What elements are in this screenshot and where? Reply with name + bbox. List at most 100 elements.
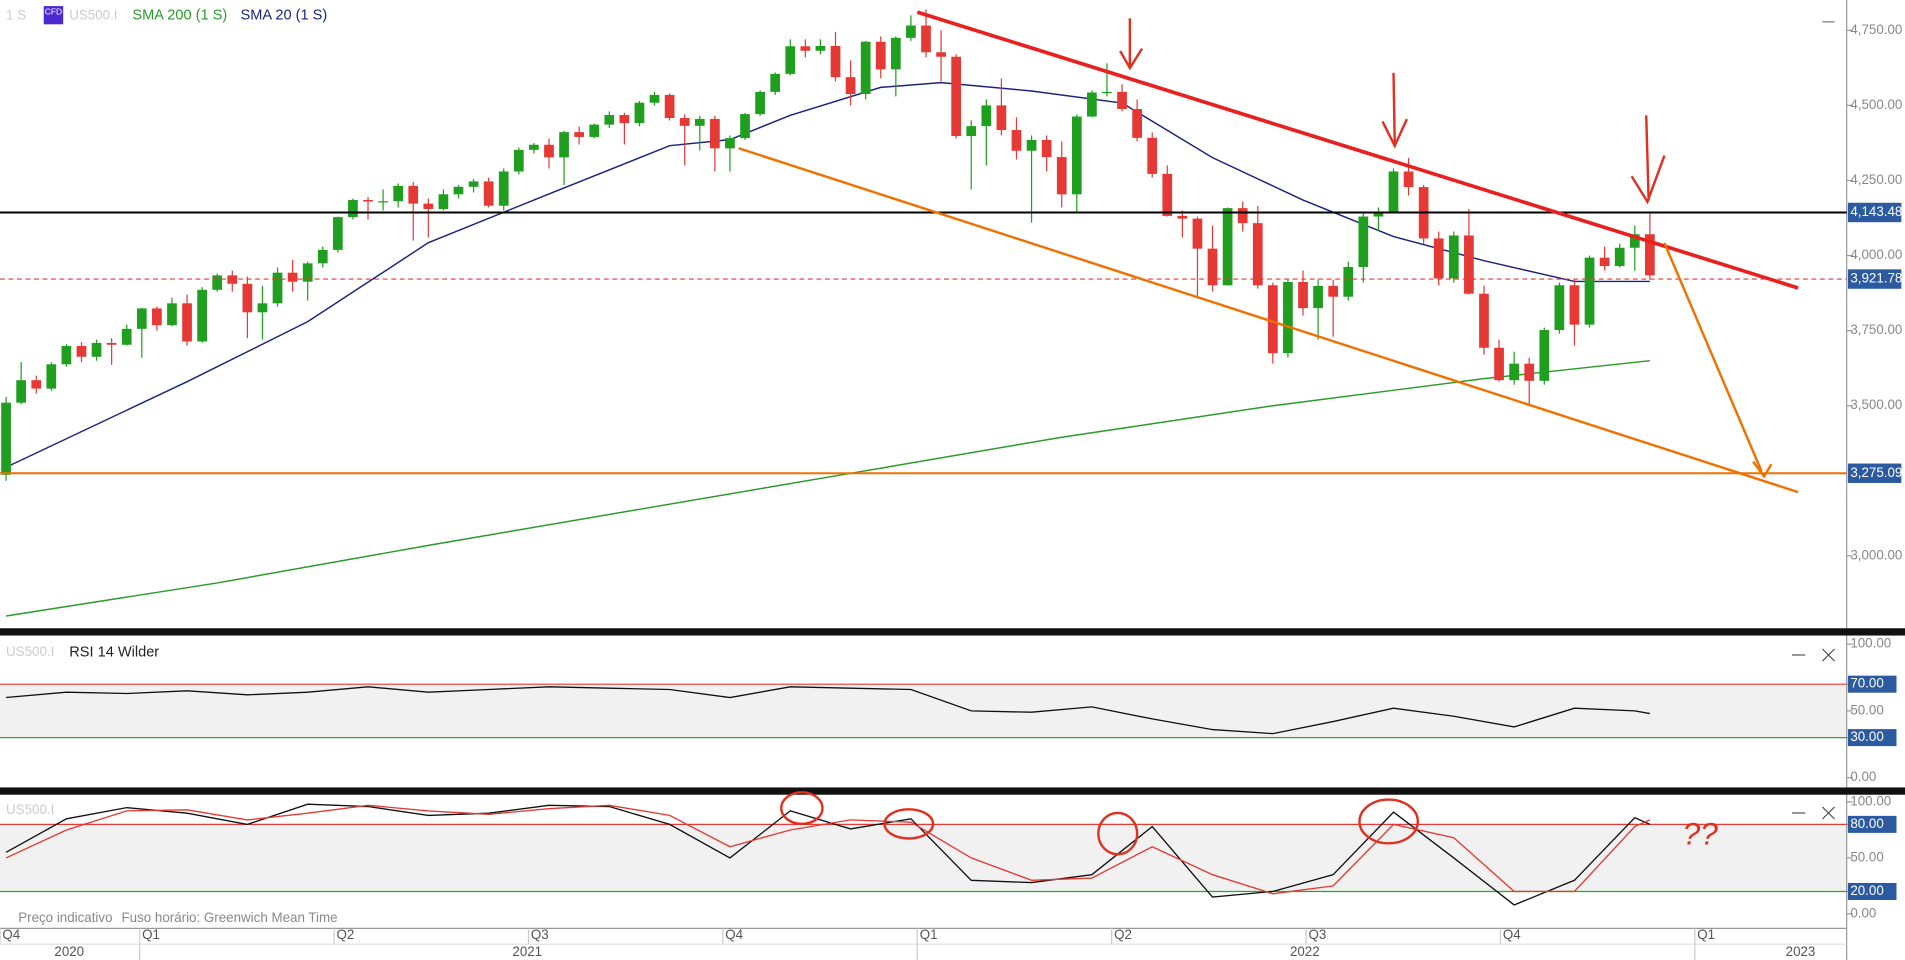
candle-body [1117,91,1127,110]
candle-body [453,186,464,195]
candle-body [845,77,856,94]
candle-body [468,181,479,187]
candle-body [936,52,946,57]
y-tick-highlight [1847,882,1897,900]
candle-body [1041,139,1052,158]
candle-body [1599,257,1610,267]
candle-body [393,185,404,202]
candle-body [619,115,630,124]
close-button[interactable] [1821,806,1835,820]
rsi-symbol: US500.I [6,644,54,659]
price-label-bg [1847,463,1902,483]
drawings [738,10,1799,856]
quarter-label: Q1 [142,927,160,942]
candle-body [332,217,343,250]
candle-body [121,328,132,345]
hand-circle [1097,811,1139,856]
candle-body [31,380,42,389]
legend-sma20: SMA 20 (1 S) [241,8,328,24]
cfd-badge-text: CFD [45,6,62,16]
rsi-title: RSI 14 Wilder [69,644,159,660]
candle-body [1524,363,1535,381]
candle-body [1584,257,1595,325]
quarter-label: Q1 [920,927,938,942]
indicator-line [5,81,1650,468]
footer-note: Preço indicativo [18,910,112,925]
candle-body [167,303,177,326]
candle-body [1494,347,1504,381]
candle-body [860,41,871,94]
candle-body [951,56,962,137]
candle-body [1192,218,1203,249]
candle-body [1,402,11,475]
candle-body [1207,248,1218,286]
candle-body [212,275,223,290]
candle-body [875,41,886,70]
stoch-symbol: US500.I [6,802,54,817]
candle-body [1388,171,1399,213]
year-label: 2022 [1290,944,1320,959]
target-arrow [1663,242,1763,472]
candle-body [694,118,705,126]
candle-body [498,171,509,206]
footer-timezone: Fuso horário: Greenwich Mean Time [121,910,337,925]
indicator-line [5,803,1651,906]
candle-body [589,124,600,137]
candle-body [1328,285,1339,297]
candle-body [1237,208,1248,224]
candle-body [800,46,811,51]
y-tick-label: 4,250.00 [1850,172,1902,187]
year-label: 2020 [54,944,84,959]
candle-body [513,149,524,172]
quarter-label: Q4 [725,927,743,942]
candle-body [1102,91,1112,94]
y-tick-highlight [1847,675,1897,693]
candle-body [664,94,675,119]
candle-body [408,185,419,204]
y-tick-label: 100.00 [1850,636,1891,651]
candle-body [1629,234,1640,248]
candle-body [981,105,992,127]
candle-body [1448,235,1459,279]
candle-body [755,91,765,115]
candle-body [1222,208,1233,286]
candle-body [1358,216,1369,267]
candle-body [1177,215,1188,219]
quarter-label: Q2 [1114,927,1132,942]
indicator-line [6,686,1650,735]
year-label: 2023 [1786,944,1816,959]
indicator-line [5,804,1651,895]
candle-body [1071,116,1082,195]
candle-body [890,37,901,70]
y-tick-highlight [1847,729,1897,747]
candle-body [1343,266,1354,297]
candle-body [830,45,841,78]
close-button[interactable] [1821,648,1835,662]
candle-body [1147,137,1158,174]
candle-body [272,272,283,304]
candle-body [378,201,388,203]
candle-body [725,138,735,149]
candle-body [1162,173,1173,216]
hand-circle [1358,798,1420,845]
candle-body [46,364,57,389]
quarter-label: Q1 [1697,927,1715,942]
hand-arrow [1381,72,1408,149]
quarter-label: Q4 [2,927,20,942]
candle-body [559,132,569,158]
candle-body [1313,285,1323,309]
price-label: 3,921.78 [1850,271,1902,286]
price-label-bg [1847,202,1902,223]
y-tick-label: 4,750.00 [1850,22,1902,37]
panel-divider [0,787,1905,795]
year-label: 2021 [512,944,542,959]
candle-body [1614,247,1625,267]
candle-body [106,342,117,345]
resistance-line [916,10,1799,290]
quarter-label: Q3 [1308,927,1326,942]
symbol: US500.I [69,7,117,22]
y-tick-label: 80.00 [1850,816,1883,831]
